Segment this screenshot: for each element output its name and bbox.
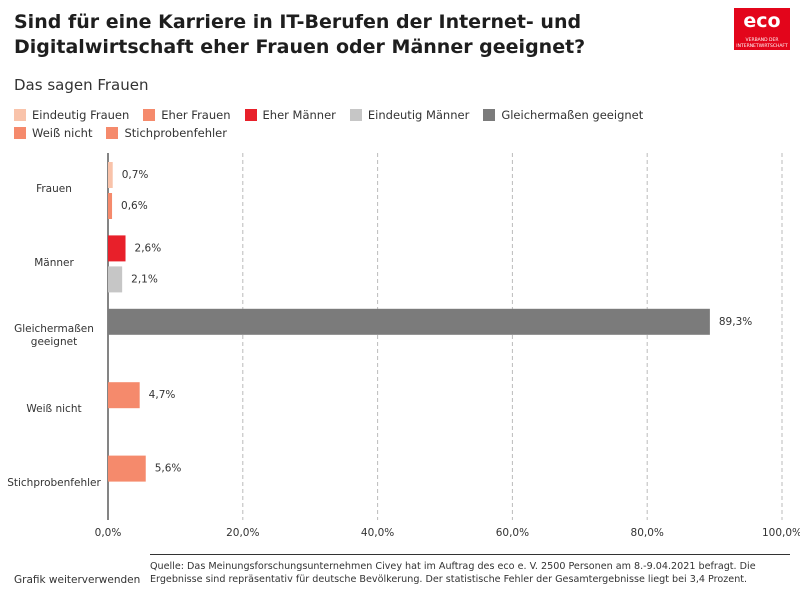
bar [108, 162, 113, 188]
legend-item: Stichprobenfehler [106, 126, 227, 140]
legend-item: Eindeutig Männer [349, 108, 470, 122]
legend-swatch [14, 127, 26, 139]
source-note: Quelle: Das Meinungsforschungsunternehme… [150, 554, 790, 586]
bar [108, 266, 123, 293]
y-tick-label: Männer [34, 256, 74, 269]
value-label: 0,7% [122, 169, 149, 181]
legend-item: Eindeutig Frauen [14, 108, 129, 122]
legend-label: Eher Frauen [161, 108, 231, 122]
bar [108, 382, 140, 409]
chart-subtitle: Das sagen Frauen [14, 76, 149, 94]
value-label: 2,1% [131, 273, 158, 285]
x-tick-label: 100,0% [762, 527, 800, 539]
value-label: 89,3% [719, 316, 752, 328]
legend-label: Weiß nicht [32, 126, 93, 140]
value-label: 5,6% [155, 463, 182, 475]
bar [108, 455, 146, 482]
logo: eco VERBAND DER INTERNETWIRTSCHAFT [734, 8, 790, 50]
legend: Eindeutig Frauen Eher Frauen Eher Männer Ei… [14, 108, 714, 140]
value-label: 2,6% [135, 242, 162, 254]
legend-label: Eher Männer [262, 108, 336, 122]
y-tick-label: Stichprobenfehler [7, 476, 101, 489]
category-label-box: Gleichermaßen geeignet [14, 323, 94, 349]
legend-swatch [14, 109, 26, 121]
x-tick-label: 60,0% [496, 527, 529, 539]
x-tick-label: 0,0% [95, 527, 122, 539]
reuse-link[interactable]: Grafik weiterverwenden [14, 574, 141, 586]
legend-swatch [143, 109, 156, 121]
legend-label: Gleichermaßen geeignet [501, 108, 644, 122]
y-tick-label: Gleichermaßen geeignet [14, 323, 94, 349]
category-label-box: Weiß nicht [26, 403, 82, 416]
chart-title: Sind für eine Karriere in IT-Berufen der… [14, 11, 586, 58]
logo-tagline: VERBAND DER INTERNETWIRTSCHAFT [736, 38, 788, 49]
y-tick-label: Frauen [36, 183, 72, 196]
x-tick-label: 20,0% [226, 527, 259, 539]
category-label-box: Frauen [36, 183, 72, 196]
legend-swatch [106, 127, 119, 139]
category-label-box: Stichprobenfehler [7, 476, 101, 489]
legend-item: Eher Männer [244, 108, 336, 122]
legend-label: Eindeutig Frauen [32, 108, 130, 122]
legend-item: Gleichermaßen geeignet [483, 108, 643, 122]
value-label: 4,7% [149, 389, 176, 401]
x-tick-label: 80,0% [631, 527, 664, 539]
bar [108, 193, 113, 219]
category-label-box: Männer [34, 256, 74, 269]
legend-swatch [349, 109, 362, 121]
value-label: 0,6% [121, 200, 148, 212]
bar [108, 308, 710, 335]
y-tick-label: Weiß nicht [26, 403, 82, 416]
legend-swatch [244, 109, 257, 121]
legend-label: Stichprobenfehler [124, 126, 227, 140]
legend-item: Eher Frauen [143, 108, 231, 122]
legend-item: Weiß nicht [14, 126, 92, 140]
bar [108, 235, 126, 262]
logo-name: eco [743, 10, 781, 32]
legend-label: Eindeutig Männer [367, 108, 470, 122]
x-tick-label: 40,0% [361, 527, 394, 539]
legend-swatch [483, 109, 496, 121]
